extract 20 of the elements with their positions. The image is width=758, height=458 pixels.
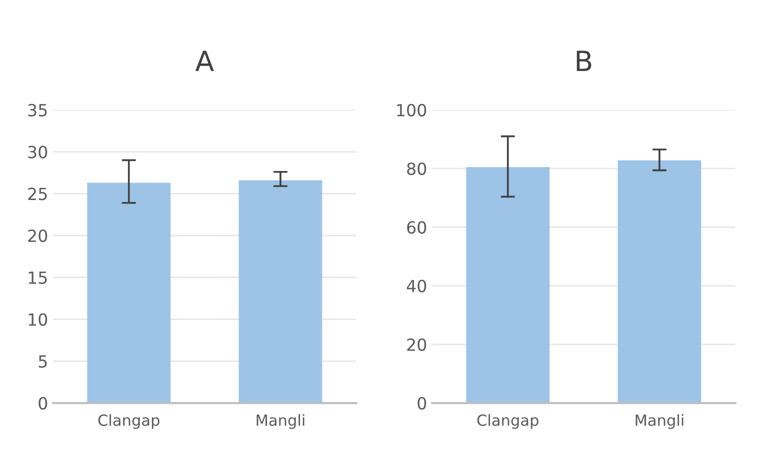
y-tick-label: 30 [28, 146, 48, 158]
y-tick-label: 20 [28, 230, 48, 242]
chart-title: A [195, 50, 214, 72]
y-tick-label: 80 [407, 162, 426, 176]
y-tick-label: 60 [407, 221, 426, 234]
x-tick-label: Clangap [98, 414, 160, 429]
y-tick-label: 15 [28, 272, 47, 284]
y-tick-label: 35 [28, 104, 47, 116]
x-tick-label: Clangap [477, 414, 538, 429]
y-tick-label: 20 [407, 338, 426, 351]
y-tick-label: 100 [397, 104, 426, 116]
y-tick-label: 5 [38, 355, 47, 368]
y-tick-label: 0 [38, 397, 48, 410]
x-tick-label: Mangli [256, 414, 304, 429]
y-tick-label: 40 [406, 280, 426, 292]
x-tick-label: Mangli [636, 414, 684, 429]
chart-title: B [576, 50, 592, 72]
y-tick-label: 10 [28, 313, 48, 326]
y-tick-label: 0 [418, 397, 426, 410]
y-tick-label: 25 [28, 188, 47, 200]
